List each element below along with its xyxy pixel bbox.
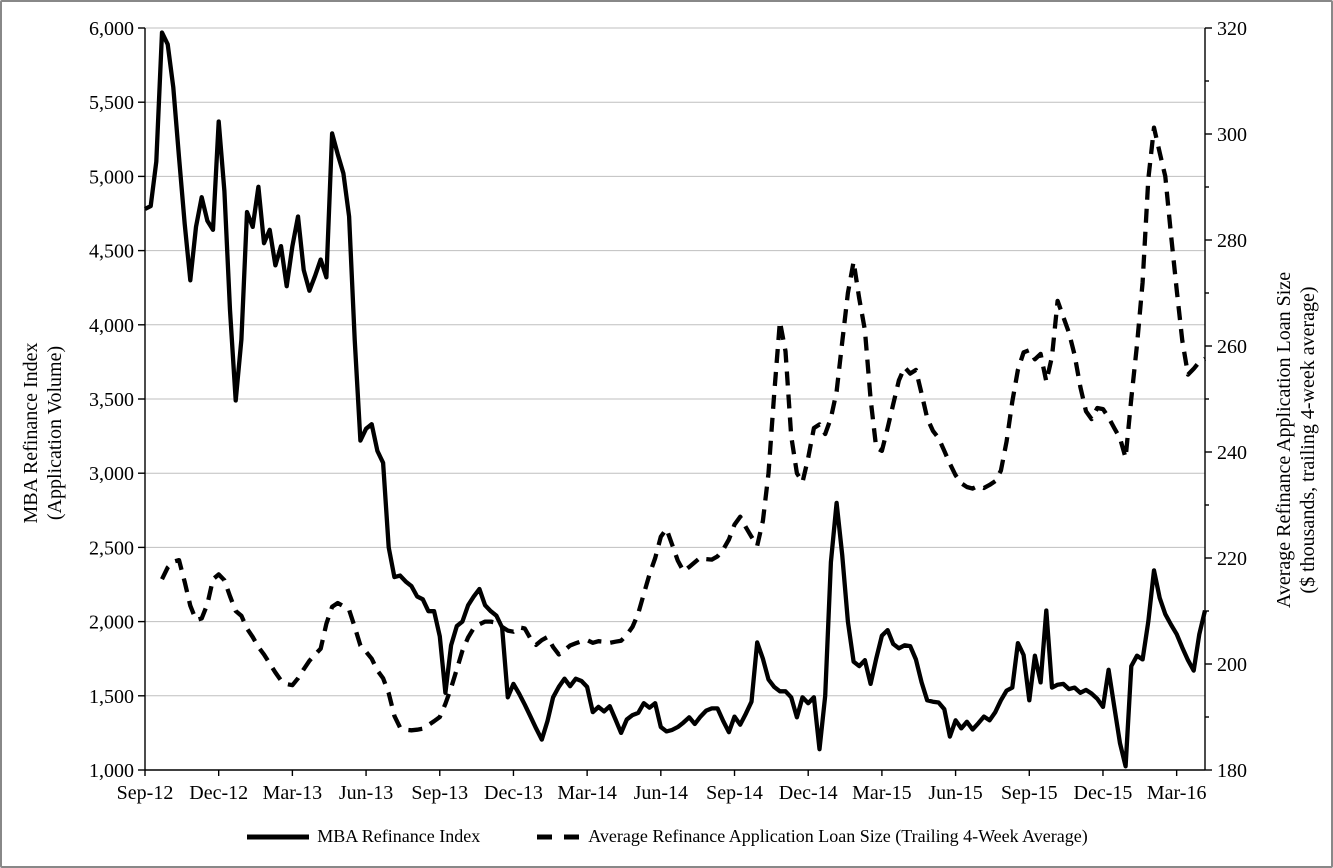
- y-right-tick-label: 300: [1217, 124, 1247, 146]
- x-tick-label: Dec-13: [484, 782, 543, 804]
- legend-item-mba-refinance-index: MBA Refinance Index: [245, 826, 480, 847]
- y-right-tick-label: 220: [1217, 548, 1247, 570]
- y-right-tick-label: 320: [1217, 18, 1247, 40]
- y-left-tick-label: 1,500: [89, 686, 134, 708]
- y-right-tick-label: 280: [1217, 230, 1247, 252]
- x-tick-label: Sep-13: [411, 782, 468, 804]
- right-axis-title-line2: ($ thousands, trailing 4-week average): [1297, 286, 1319, 594]
- x-tick-label: Jun-15: [928, 782, 982, 804]
- y-axis-right-labels: 180 200 220 240 260 280 300 320: [1205, 18, 1247, 782]
- left-axis-title: MBA Refinance Index (Application Volume): [19, 193, 67, 673]
- y-left-tick-label: 5,500: [89, 92, 134, 114]
- y-left-tick-label: 3,500: [89, 389, 134, 411]
- left-axis-title-line2: (Application Volume): [44, 345, 66, 521]
- y-axis-left-labels: 1,000 1,500 2,000 2,500 3,000 3,500 4,000 4,500…: [89, 18, 145, 782]
- y-right-tick-label: 180: [1217, 760, 1247, 782]
- y-left-tick-label: 6,000: [89, 18, 134, 40]
- x-tick-label: Jun-13: [339, 782, 393, 804]
- y-right-tick-label: 260: [1217, 336, 1247, 358]
- series-average-refinance-application-loan-size-trailing-4-week-average: [160, 125, 1207, 733]
- x-tick-label: Dec-15: [1074, 782, 1133, 804]
- y-left-tick-label: 4,500: [89, 241, 134, 263]
- legend-item-avg-loan-size: Average Refinance Application Loan Size …: [536, 826, 1088, 847]
- y-left-tick-label: 2,500: [89, 537, 134, 559]
- x-tick-label: Mar-14: [557, 782, 617, 804]
- right-axis-title-line1: Average Refinance Application Loan Size: [1273, 271, 1295, 609]
- x-tick-label: Sep-12: [117, 782, 174, 804]
- legend: MBA Refinance Index Average Refinance Ap…: [2, 826, 1331, 847]
- gridlines: [145, 27, 1205, 697]
- series-mba-refinance-index: [144, 30, 1208, 769]
- x-tick-label: Sep-14: [706, 782, 763, 804]
- x-tick-label: Sep-15: [1001, 782, 1058, 804]
- x-tick-label: Dec-14: [779, 782, 838, 804]
- x-tick-label: Jun-14: [634, 782, 688, 804]
- x-axis-labels: Sep-12 Dec-12 Mar-13 Jun-13 Sep-13 Dec-13 Mar-…: [117, 770, 1207, 804]
- solid-line-sample-icon: [247, 834, 310, 839]
- dashed-line-sample-icon: [537, 834, 582, 839]
- x-tick-label: Dec-12: [189, 782, 248, 804]
- y-left-tick-label: 4,000: [89, 315, 134, 337]
- y-left-tick-label: 2,000: [89, 612, 134, 634]
- y-right-tick-label: 200: [1217, 654, 1247, 676]
- x-tick-label: Mar-16: [1147, 782, 1207, 804]
- x-tick-label: Mar-15: [852, 782, 912, 804]
- right-axis-title: Average Refinance Application Loan Size …: [1272, 180, 1320, 700]
- y-left-tick-label: 3,000: [89, 463, 134, 485]
- x-tick-label: Mar-13: [263, 782, 323, 804]
- legend-label: MBA Refinance Index: [317, 826, 481, 846]
- y-left-tick-label: 5,000: [89, 166, 134, 188]
- y-right-tick-label: 240: [1217, 442, 1247, 464]
- left-axis-title-line1: MBA Refinance Index: [20, 342, 42, 524]
- y-left-tick-label: 1,000: [89, 760, 134, 782]
- legend-label: Average Refinance Application Loan Size …: [588, 826, 1088, 846]
